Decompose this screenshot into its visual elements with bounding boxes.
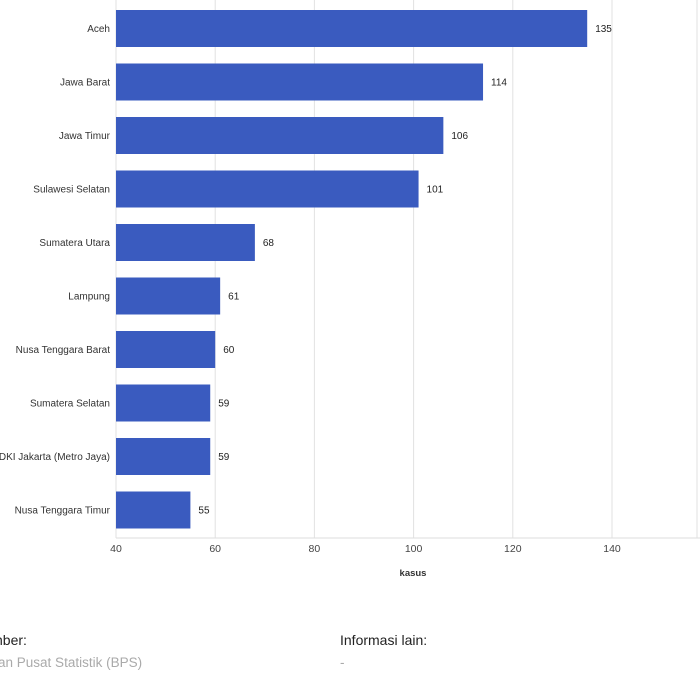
category-label: Nusa Tenggara Timur — [15, 506, 111, 517]
data-label: 61 — [228, 292, 240, 303]
data-label: 68 — [263, 238, 275, 249]
data-label: 135 — [595, 24, 612, 35]
x-axis-title: kasus — [400, 568, 427, 579]
data-label: 59 — [218, 452, 230, 463]
category-label: Aceh — [87, 24, 110, 35]
category-label: Lampung — [68, 292, 110, 303]
category-label: Sumatera Selatan — [30, 399, 110, 410]
x-tick-label: 80 — [309, 543, 321, 555]
bar — [116, 331, 216, 368]
bar — [116, 10, 588, 47]
data-label: 60 — [223, 345, 235, 356]
bar-chart: 40 60 80 100 120 140 Aceh 135 Jawa Barat 114 Jawa … — [0, 0, 700, 579]
category-label: Jawa Barat — [60, 78, 110, 89]
info-label: Informasi lain: — [340, 632, 428, 648]
x-tick-label: 60 — [209, 543, 221, 555]
bar — [116, 491, 191, 529]
category-label: Nusa Tenggara Barat — [16, 345, 111, 356]
category-label: Jawa Timur — [59, 131, 111, 142]
category-label: Sumatera Utara — [39, 238, 110, 249]
category-label: Sulawesi Selatan — [33, 185, 110, 196]
source-label: Sumber: — [0, 632, 27, 648]
x-tick-label: 140 — [603, 543, 621, 555]
bar — [116, 170, 419, 208]
data-label: 59 — [218, 399, 230, 410]
category-label: DKI Jakarta (Metro Jaya) — [0, 452, 110, 463]
source-value: Badan Pusat Statistik (BPS) — [0, 655, 143, 670]
bar — [116, 438, 211, 475]
data-label: 55 — [198, 506, 210, 517]
x-tick-label: 40 — [110, 543, 122, 555]
info-value: - — [340, 655, 345, 670]
data-label: 106 — [451, 131, 468, 142]
data-label: 101 — [427, 185, 444, 196]
bar — [116, 277, 221, 315]
bar — [116, 224, 255, 261]
x-tick-label: 120 — [504, 543, 522, 555]
bar — [116, 117, 444, 154]
bar — [116, 384, 211, 422]
x-tick-label: 100 — [405, 543, 423, 555]
data-label: 114 — [491, 78, 507, 89]
bar — [116, 63, 484, 101]
